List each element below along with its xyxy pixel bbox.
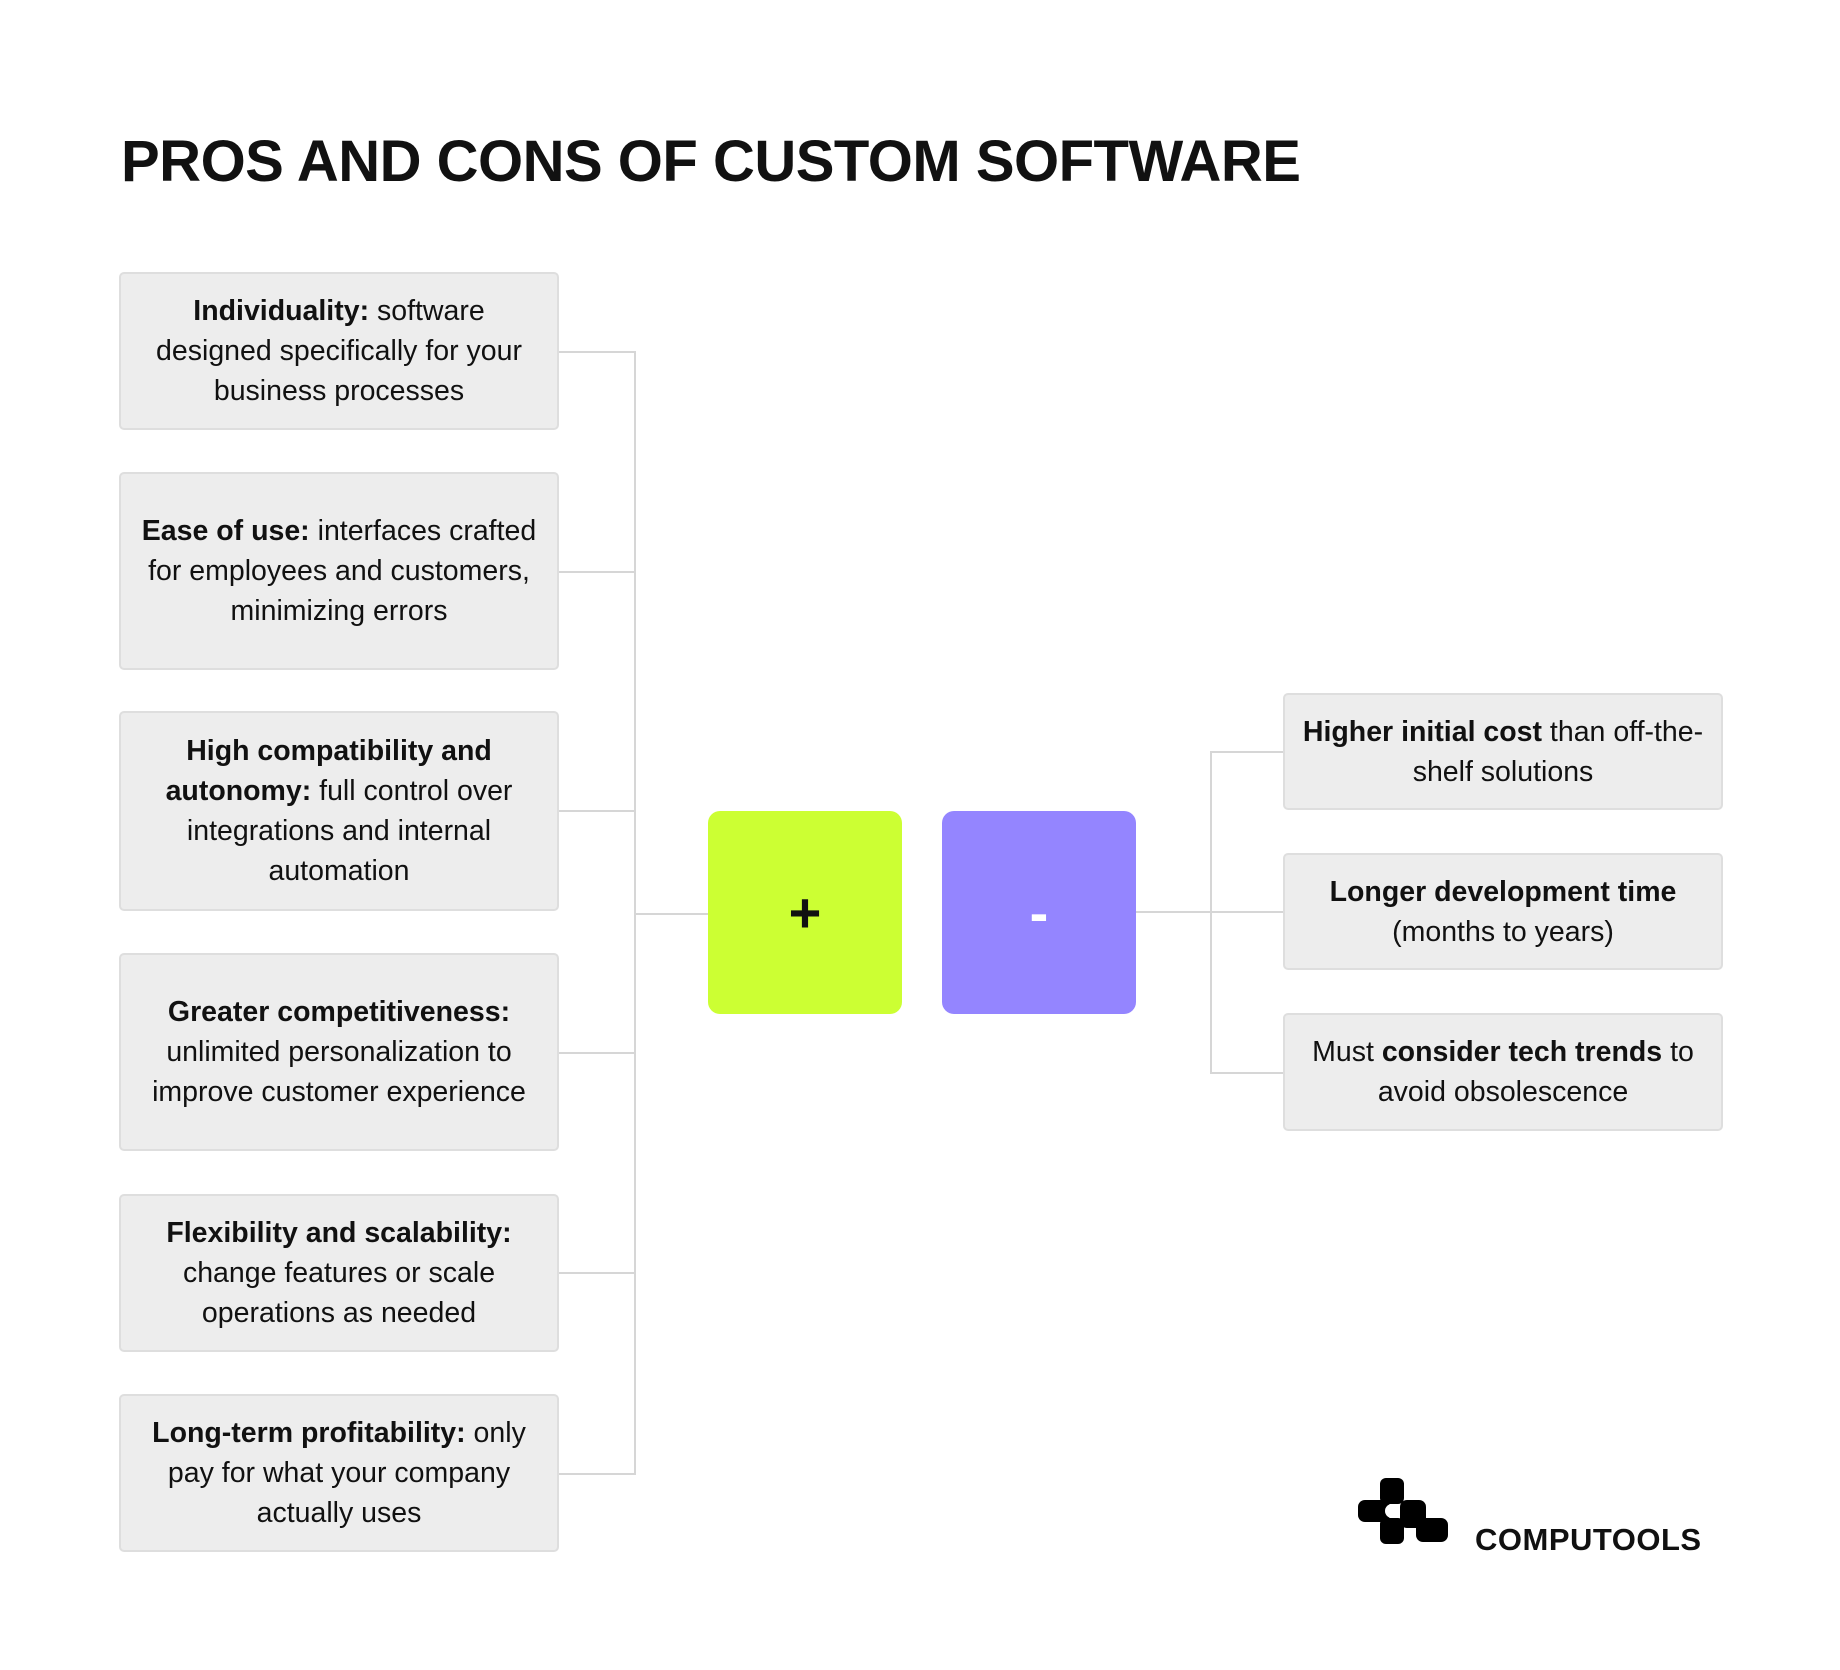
connector-line <box>559 571 636 573</box>
connector-line <box>559 810 636 812</box>
connector-line <box>1210 1072 1283 1074</box>
pro-text: unlimited personalization to improve cus… <box>152 1036 526 1108</box>
con-heading: consider tech trends <box>1381 1036 1663 1068</box>
connector-line <box>559 1272 636 1274</box>
connector-line <box>559 351 636 353</box>
pro-item-competitiveness: Greater competitiveness: unlimited perso… <box>119 953 559 1151</box>
connector-line <box>634 913 708 915</box>
pro-text: change features or scale operations as n… <box>182 1257 496 1329</box>
pro-item-compatibility: High compatibility and autonomy: full co… <box>119 711 559 911</box>
page-title: PROS AND CONS OF CUSTOM SOFTWARE <box>121 129 1301 194</box>
con-heading: Higher initial cost <box>1302 715 1543 748</box>
plus-box: + <box>708 811 902 1014</box>
pro-heading: Individuality: <box>193 295 370 327</box>
con-text: to avoid obsolescence <box>1377 1036 1694 1108</box>
con-item-cost: Higher initial cost than off-the-shelf s… <box>1283 693 1723 810</box>
pro-heading: Flexibility and scalability: <box>166 1217 512 1249</box>
pro-text: full control over integrations and inter… <box>186 775 513 887</box>
pro-heading: Long-term profitability: <box>152 1417 466 1449</box>
pro-item-profitability: Long-term profitability: only pay for wh… <box>119 1394 559 1552</box>
con-item-trends: Must consider tech trends to avoid obsol… <box>1283 1013 1723 1131</box>
con-text: than off-the-shelf solutions <box>1412 715 1704 788</box>
pro-text: only pay for what your company actually … <box>167 1417 526 1529</box>
pro-heading: High compatibility and autonomy: <box>165 735 492 807</box>
con-text: (months to years) <box>1392 915 1614 948</box>
connector-line <box>559 1052 636 1054</box>
pro-heading: Greater competitiveness: <box>167 996 511 1028</box>
pro-heading: Ease of use: <box>141 515 310 547</box>
connector-line <box>1136 911 1212 913</box>
connector-line <box>1210 911 1283 913</box>
con-text: Must <box>1312 1036 1382 1068</box>
con-item-time: Longer development time (months to years… <box>1283 853 1723 970</box>
computools-logo-icon <box>1358 1478 1448 1544</box>
pro-item-flexibility: Flexibility and scalability: change feat… <box>119 1194 559 1352</box>
connector-line <box>559 1473 636 1475</box>
brand-name: COMPUTOOLS <box>1475 1522 1702 1557</box>
pro-text: software designed specifically for your … <box>156 295 522 407</box>
pro-item-individuality: Individuality: software designed specifi… <box>119 272 559 430</box>
minus-icon: - <box>1029 881 1049 944</box>
con-heading: Longer development time <box>1329 875 1677 908</box>
connector-line <box>1210 751 1283 753</box>
pro-text: interfaces crafted for employees and cus… <box>148 515 537 627</box>
plus-icon: + <box>788 881 822 944</box>
pro-item-ease-of-use: Ease of use: interfaces crafted for empl… <box>119 472 559 670</box>
minus-box: - <box>942 811 1136 1014</box>
